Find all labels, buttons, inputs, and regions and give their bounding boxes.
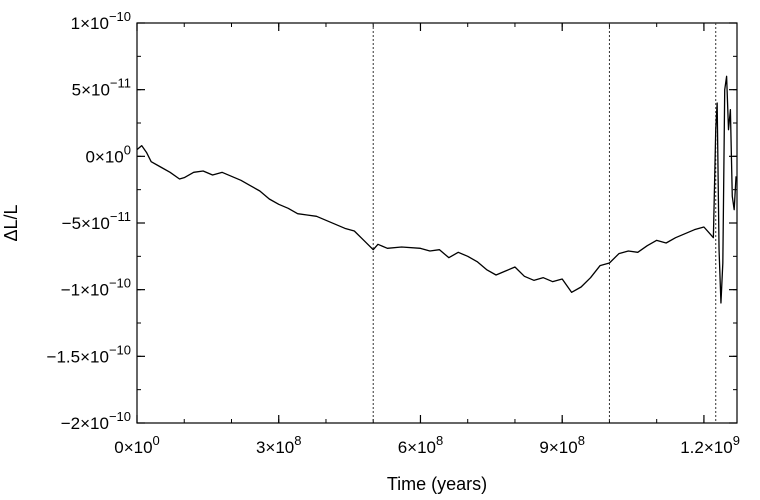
y-tick-label: 5×10−11 [72, 76, 131, 100]
y-tick-labels: 1×10−10 5×10−11 0×100 −5×10−11 −1×10−10 −1.5×… [47, 9, 131, 433]
minor-ticks [136, 22, 737, 424]
x-tick-labels: 0×100 3×108 6×108 9×108 1.2×109 [114, 433, 740, 457]
x-tick-label: 1.2×109 [680, 433, 740, 457]
major-ticks [136, 22, 737, 424]
y-tick-label: 0×100 [85, 142, 131, 166]
y-tick-label: −5×10−11 [62, 209, 131, 233]
y-tick-label: −1×10−10 [61, 276, 131, 300]
y-tick-label: −1.5×10−10 [47, 342, 131, 366]
series-line-0 [136, 75, 737, 304]
x-tick-label: 6×108 [398, 433, 444, 457]
y-axis-title: ΔL/L [1, 204, 21, 241]
reference-lines [372, 23, 717, 423]
y-tick-label: −2×10−10 [61, 409, 131, 433]
x-tick-label: 3×108 [256, 433, 302, 457]
x-tick-label: 9×108 [539, 433, 585, 457]
x-tick-label: 0×100 [114, 433, 160, 457]
plot-frame [136, 22, 738, 424]
y-tick-label: 1×10−10 [71, 9, 131, 33]
x-axis-title: Time (years) [387, 474, 487, 494]
series-group [136, 75, 737, 304]
